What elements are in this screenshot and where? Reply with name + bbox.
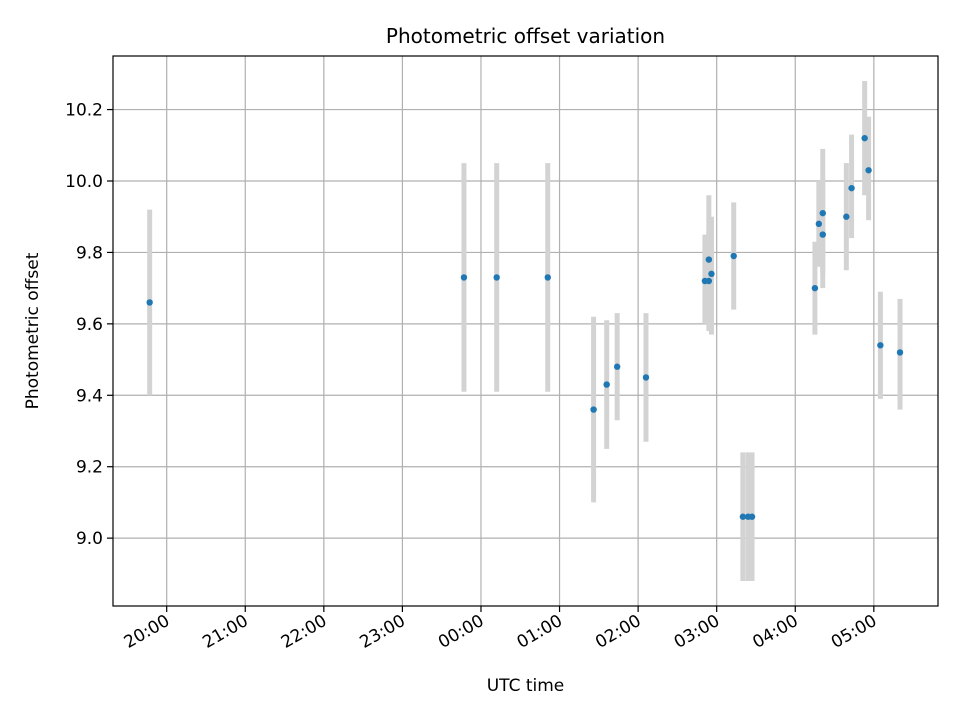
data-point [748,513,756,520]
data-point [811,284,819,292]
data-point [705,277,713,285]
data-point [819,231,826,238]
data-point [730,252,737,260]
data-point [865,167,872,174]
data-point [603,381,610,388]
data-point [460,274,468,281]
y-tick-label: 9.2 [76,458,103,478]
data-point [705,256,713,263]
grid [113,56,938,606]
data-point [708,270,715,278]
y-tick-label: 9.8 [76,243,103,263]
data-point [815,220,823,228]
data-point [861,134,868,142]
x-axis-label: UTC time [487,676,565,696]
data-point [642,374,650,381]
plot-area-frame [112,55,939,607]
data-point [493,274,500,281]
y-tick-label: 9.0 [76,529,103,549]
y-axis-label: Photometric offset [23,252,43,409]
data-points [146,134,904,520]
data-point [843,213,850,220]
data-point [613,363,621,370]
y-tick-label: 9.4 [76,386,103,406]
data-point [590,406,597,413]
data-point [877,342,884,349]
y-tick-label: 10.2 [65,101,103,121]
y-tick-label: 10.0 [65,172,103,192]
data-point [739,513,747,520]
data-point [819,209,826,217]
y-tick-label: 9.6 [76,315,103,335]
data-point [146,299,153,306]
chart-title: Photometric offset variation [386,24,665,48]
y-axis-ticks: 9.0 9.2 9.4 9.6 9.8 10.0 10.2 [65,101,113,549]
data-point [896,349,904,356]
data-point [544,274,551,281]
data-point [848,184,855,192]
